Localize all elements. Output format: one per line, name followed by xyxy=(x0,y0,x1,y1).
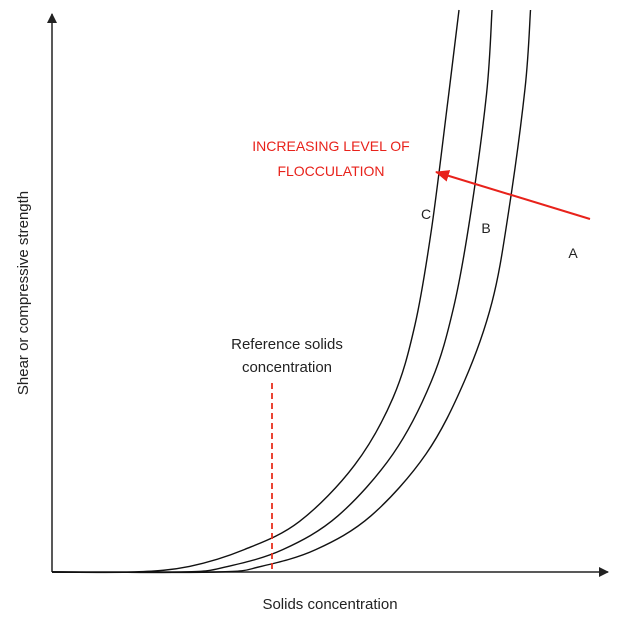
series-label-b: B xyxy=(481,220,490,236)
curve-c xyxy=(51,9,460,574)
curve-a xyxy=(51,9,532,574)
flocculation-arrow xyxy=(435,170,591,220)
flocculation-label-line2: FLOCCULATION xyxy=(277,163,384,179)
series-label-c: C xyxy=(421,206,431,222)
curve-b xyxy=(51,9,493,574)
x-axis-label: Solids concentration xyxy=(262,596,397,613)
y-axis-label: Shear or compressive strength xyxy=(15,191,32,395)
curves xyxy=(51,9,532,574)
series-label-a: A xyxy=(568,245,578,261)
reference-label-line1: Reference solids xyxy=(231,336,343,353)
flocculation-label-line1: INCREASING LEVEL OF xyxy=(252,138,409,154)
reference-label-line2: concentration xyxy=(242,359,332,376)
